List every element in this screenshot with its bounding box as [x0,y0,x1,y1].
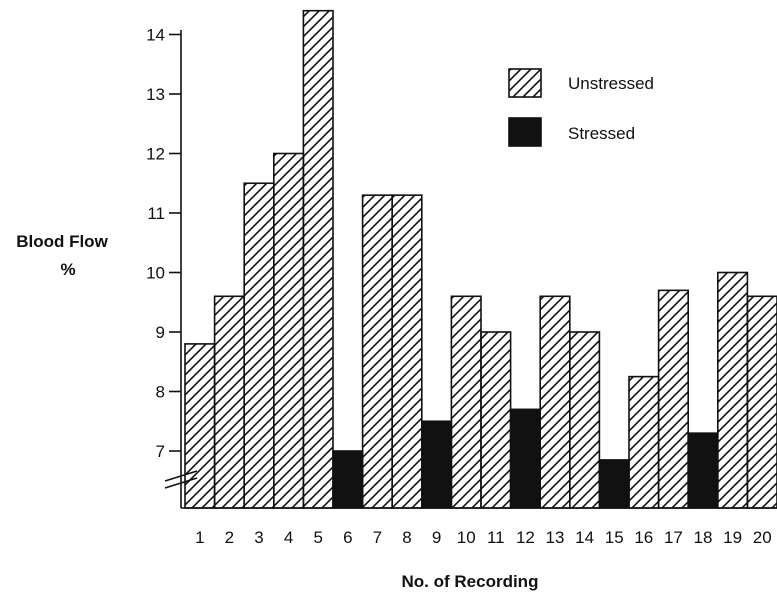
y-tick-label: 8 [156,383,165,402]
legend: Unstressed Stressed [508,68,654,147]
bar-recording-2 [213,295,246,509]
y-tick-label: 14 [146,26,165,45]
y-tick-label: 13 [146,85,165,104]
x-tick-label: 11 [487,528,505,547]
y-tick-label: 7 [156,442,165,461]
y-tick-label: 9 [156,323,165,342]
bar-recording-12 [509,408,542,509]
bar-recording-17 [657,289,689,509]
x-tick-label: 5 [313,528,322,547]
x-tick-label: 10 [457,528,476,547]
x-tick-label: 9 [432,528,441,547]
y-tick-label: 12 [146,145,165,164]
y-tick-label: 10 [146,264,165,283]
legend-label-stressed: Stressed [568,124,635,143]
bars [184,9,777,509]
x-tick-label: 1 [195,528,204,547]
bar-recording-7 [361,194,394,509]
x-tick-label: 16 [634,528,653,547]
y-axis-label-line1: Blood Flow [16,232,108,251]
bar-recording-3 [243,182,275,509]
bar-recording-16 [628,375,660,509]
bar-recording-15 [598,459,630,509]
x-tick-label: 12 [516,528,535,547]
bar-recording-11 [480,331,512,509]
x-axis-ticks: 1 2 3 4 5 6 7 8 9 10 11 12 13 14 15 16 17 18 19 20 [195,528,772,547]
bar-recording-5 [302,9,334,509]
x-tick-label: 19 [723,528,742,547]
bar-recording-20 [746,295,777,509]
axis-break-marker [164,470,198,489]
bar-recording-14 [568,331,601,509]
bar-recording-4 [272,152,305,509]
x-axis-label: No. of Recording [402,572,539,591]
y-tick-label: 11 [147,204,165,223]
bar-recording-13 [539,295,571,509]
x-tick-label: 6 [343,528,352,547]
bar-recording-19 [716,271,749,509]
legend-swatch-unstressed [508,68,542,98]
x-tick-label: 15 [605,528,624,547]
x-tick-label: 3 [254,528,263,547]
y-axis-label-line2: % [60,260,75,279]
bar-recording-8 [391,194,423,509]
x-tick-label: 14 [575,528,594,547]
y-axis-ticks: 7 8 9 10 11 12 13 14 [146,26,181,461]
x-tick-label: 7 [373,528,382,547]
bar-recording-1 [184,343,216,509]
bar-recording-18 [687,432,719,509]
x-tick-label: 8 [402,528,411,547]
bar-recording-10 [450,295,482,509]
x-tick-label: 2 [225,528,234,547]
bar-recording-9 [420,420,453,509]
legend-label-unstressed: Unstressed [568,74,654,93]
x-tick-label: 18 [694,528,713,547]
x-tick-label: 4 [284,528,293,547]
bar-recording-6 [332,450,364,509]
x-tick-label: 17 [664,528,683,547]
legend-swatch-stressed [508,117,542,147]
x-tick-label: 13 [546,528,565,547]
x-tick-label: 20 [753,528,772,547]
